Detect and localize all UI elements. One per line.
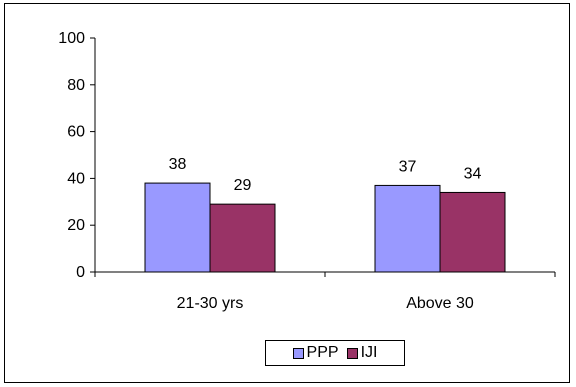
legend-swatch-iji <box>346 347 358 359</box>
data-label-iji-2: 34 <box>464 165 482 182</box>
bar-iji-2 <box>439 191 506 273</box>
y-tick-label: 40 <box>67 170 85 187</box>
legend-item-iji: IJI <box>346 344 378 362</box>
legend-item-ppp: PPP <box>292 344 339 362</box>
data-label-ppp-2: 37 <box>399 158 417 175</box>
y-tick-label: 100 <box>58 30 85 47</box>
legend-swatch-ppp <box>292 347 304 359</box>
bar-ppp-2 <box>374 184 441 273</box>
legend-label-ppp: PPP <box>306 344 339 361</box>
data-label-iji-1: 29 <box>234 177 252 194</box>
y-tick-label: 0 <box>76 264 85 281</box>
x-tick-label: Above 30 <box>406 295 474 312</box>
legend-label-iji: IJI <box>360 344 378 361</box>
y-tick-label: 60 <box>67 124 85 141</box>
y-tick-label: 80 <box>67 77 85 94</box>
y-tick-label: 20 <box>67 217 85 234</box>
bar-iji-1 <box>209 203 276 273</box>
bar-ppp-1 <box>144 182 211 273</box>
x-tick-label: 21-30 yrs <box>177 295 244 312</box>
data-label-ppp-1: 38 <box>169 156 187 173</box>
legend: PPP IJI <box>265 340 405 366</box>
